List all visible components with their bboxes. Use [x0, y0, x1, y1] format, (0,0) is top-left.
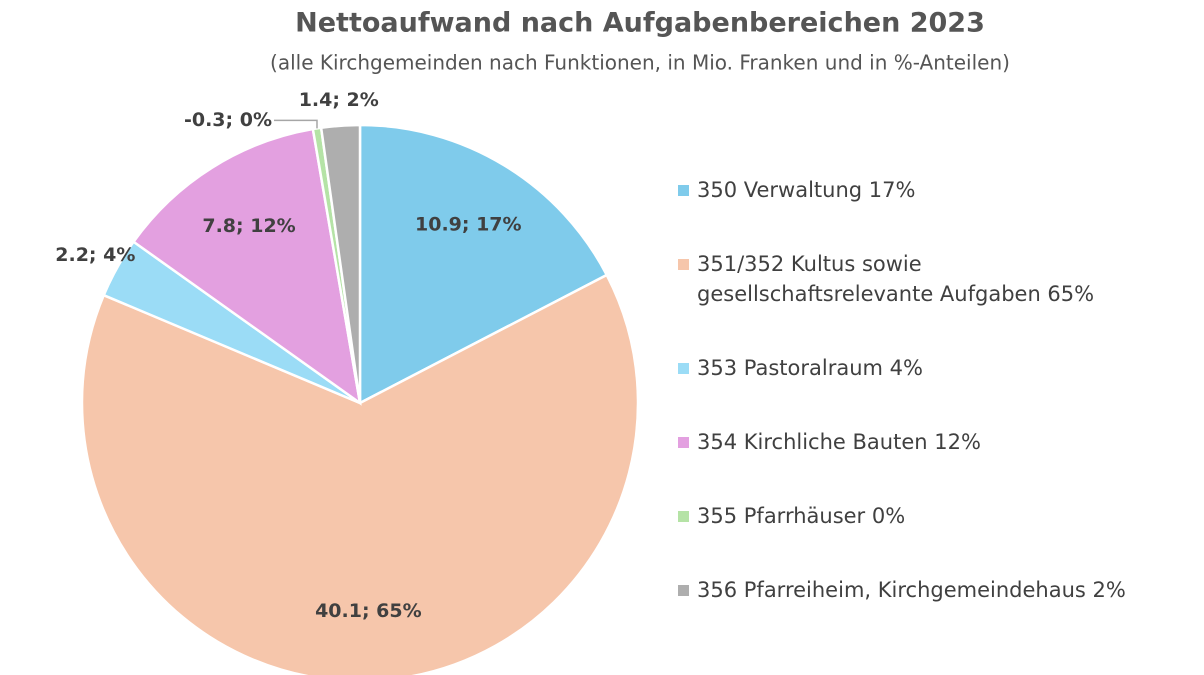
data-label: -0.3; 0%	[184, 109, 272, 131]
legend-label: 350 Verwaltung 17%	[697, 178, 916, 202]
legend-label: 351/352 Kultus sowie gesellschaftsreleva…	[697, 252, 1095, 306]
data-label: 7.8; 12%	[202, 215, 295, 237]
legend-label: 355 Pfarrhäuser 0%	[697, 504, 906, 528]
legend-label: 353 Pastoralraum 4%	[697, 356, 923, 380]
legend-swatch	[678, 437, 689, 448]
legend-swatch	[678, 585, 689, 596]
pie-slice	[358, 123, 609, 406]
data-label: 10.9; 17%	[415, 213, 522, 235]
legend: 350 Verwaltung 17% 351/352 Kultus sowie g…	[678, 175, 1158, 605]
pie-slice	[131, 127, 362, 406]
pie-slice	[319, 123, 362, 404]
legend-swatch	[678, 259, 689, 270]
leader-line	[273, 119, 318, 129]
legend-swatch	[678, 185, 689, 196]
legend-item: 353 Pastoralraum 4%	[678, 353, 1158, 383]
legend-swatch	[678, 511, 689, 522]
pie-slice	[80, 273, 640, 675]
chart-title: Nettoaufwand nach Aufgabenbereichen 2023	[295, 8, 985, 39]
legend-item: 356 Pfarreiheim, Kirchgemeindehaus 2%	[678, 575, 1158, 605]
legend-swatch	[678, 363, 689, 374]
data-label: 40.1; 65%	[315, 600, 422, 622]
legend-item: 354 Kirchliche Bauten 12%	[678, 427, 1158, 457]
data-label: 1.4; 2%	[299, 89, 379, 111]
legend-item: 350 Verwaltung 17%	[678, 175, 1158, 205]
legend-label: 356 Pfarreiheim, Kirchgemeindehaus 2%	[697, 578, 1126, 602]
legend-item: 355 Pfarrhäuser 0%	[678, 501, 1158, 531]
data-label: 2.2; 4%	[55, 244, 135, 266]
chart-subtitle: (alle Kirchgemeinden nach Funktionen, in…	[270, 51, 1010, 75]
legend-label: 354 Kirchliche Bauten 12%	[697, 430, 981, 454]
legend-item: 351/352 Kultus sowie gesellschaftsreleva…	[678, 249, 1158, 309]
